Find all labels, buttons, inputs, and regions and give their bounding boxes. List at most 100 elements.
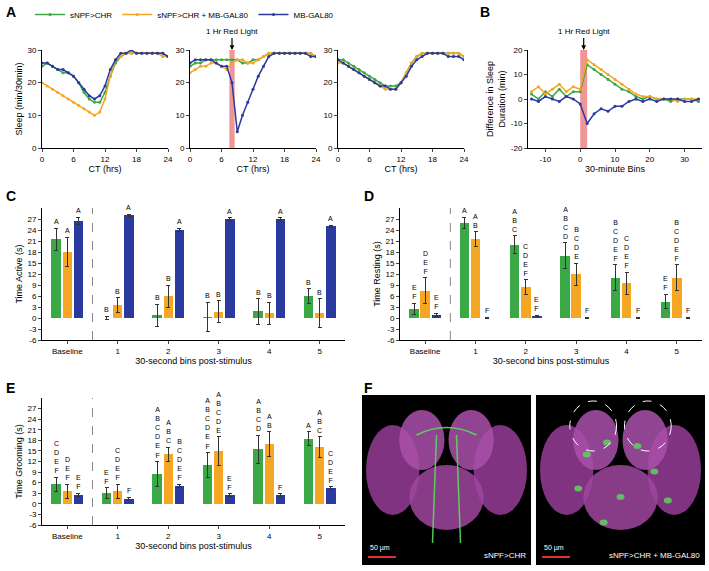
svg-text:0: 0 bbox=[188, 155, 193, 164]
svg-text:1: 1 bbox=[116, 532, 121, 541]
svg-text:24: 24 bbox=[460, 155, 469, 164]
svg-text:5: 5 bbox=[318, 347, 323, 356]
svg-text:B: B bbox=[205, 292, 210, 299]
svg-text:10: 10 bbox=[611, 155, 620, 164]
svg-text:EF: EF bbox=[663, 275, 668, 291]
svg-text:BCDEF: BCDEF bbox=[674, 219, 679, 262]
svg-text:A: A bbox=[76, 207, 81, 214]
svg-text:1 Hr Red Light: 1 Hr Red Light bbox=[558, 27, 610, 36]
svg-text:0: 0 bbox=[518, 95, 523, 104]
svg-text:1: 1 bbox=[473, 347, 478, 356]
svg-text:DEF: DEF bbox=[65, 456, 70, 481]
svg-text:4: 4 bbox=[267, 532, 272, 541]
svg-text:B: B bbox=[216, 291, 221, 298]
svg-text:18: 18 bbox=[132, 155, 141, 164]
svg-text:21: 21 bbox=[27, 426, 36, 435]
svg-text:-6: -6 bbox=[29, 521, 37, 530]
svg-text:6: 6 bbox=[71, 155, 76, 164]
svg-text:6: 6 bbox=[367, 155, 372, 164]
svg-text:0: 0 bbox=[390, 314, 395, 323]
svg-text:12: 12 bbox=[101, 155, 110, 164]
svg-text:1 Hr Red Light: 1 Hr Red Light bbox=[206, 27, 258, 36]
svg-text:24: 24 bbox=[27, 226, 36, 235]
svg-text:Baseline: Baseline bbox=[52, 532, 83, 541]
svg-text:18: 18 bbox=[27, 436, 36, 445]
svg-text:5: 5 bbox=[318, 532, 323, 541]
svg-text:3: 3 bbox=[217, 347, 222, 356]
svg-text:3: 3 bbox=[390, 303, 395, 312]
svg-text:AB: AB bbox=[267, 413, 272, 429]
svg-text:Sleep (min/30min): Sleep (min/30min) bbox=[14, 62, 24, 135]
svg-text:B: B bbox=[306, 279, 311, 286]
svg-text:10: 10 bbox=[323, 111, 332, 120]
svg-text:-6: -6 bbox=[387, 336, 395, 345]
svg-text:ABC: ABC bbox=[166, 419, 171, 444]
svg-text:15: 15 bbox=[385, 259, 394, 268]
svg-text:6: 6 bbox=[32, 478, 37, 487]
svg-text:18: 18 bbox=[385, 248, 394, 257]
svg-text:EF: EF bbox=[104, 469, 109, 485]
svg-text:A: A bbox=[65, 227, 70, 234]
svg-text:ABC: ABC bbox=[317, 409, 322, 434]
svg-text:Time Grooming (s): Time Grooming (s) bbox=[14, 424, 24, 499]
svg-text:CDEF: CDEF bbox=[328, 450, 333, 484]
svg-text:CDEF: CDEF bbox=[624, 235, 629, 269]
svg-text:20: 20 bbox=[645, 155, 654, 164]
svg-text:20: 20 bbox=[323, 78, 332, 87]
svg-text:0: 0 bbox=[32, 144, 37, 153]
svg-text:3: 3 bbox=[574, 347, 579, 356]
svg-text:9: 9 bbox=[32, 281, 37, 290]
svg-text:CDEF: CDEF bbox=[523, 243, 528, 277]
svg-text:2: 2 bbox=[166, 532, 171, 541]
svg-text:4: 4 bbox=[624, 347, 629, 356]
svg-text:ABCD: ABCD bbox=[563, 206, 568, 240]
svg-text:EF: EF bbox=[434, 294, 439, 310]
svg-text:F: F bbox=[686, 307, 690, 314]
svg-text:A: A bbox=[462, 207, 467, 214]
svg-text:6: 6 bbox=[219, 155, 224, 164]
svg-text:12: 12 bbox=[249, 155, 258, 164]
svg-text:CT (hrs): CT (hrs) bbox=[385, 164, 418, 174]
svg-text:10: 10 bbox=[27, 111, 36, 120]
svg-text:A: A bbox=[6, 4, 16, 20]
svg-text:21: 21 bbox=[27, 237, 36, 246]
svg-text:-20: -20 bbox=[511, 144, 523, 153]
svg-text:BCDEF: BCDEF bbox=[613, 219, 618, 262]
svg-text:30: 30 bbox=[27, 46, 36, 55]
svg-text:24: 24 bbox=[312, 155, 321, 164]
svg-text:50 µm: 50 µm bbox=[544, 544, 564, 552]
svg-text:-3: -3 bbox=[29, 325, 37, 334]
svg-text:A: A bbox=[227, 208, 232, 215]
svg-text:12: 12 bbox=[397, 155, 406, 164]
svg-text:6: 6 bbox=[390, 292, 395, 301]
svg-text:BCDE: BCDE bbox=[574, 226, 579, 260]
svg-text:Time Resting (s): Time Resting (s) bbox=[372, 241, 382, 307]
svg-text:20: 20 bbox=[175, 78, 184, 87]
svg-text:0: 0 bbox=[40, 155, 45, 164]
svg-text:0: 0 bbox=[32, 314, 37, 323]
svg-text:EF: EF bbox=[76, 474, 81, 490]
svg-text:A: A bbox=[126, 204, 131, 211]
svg-text:2: 2 bbox=[524, 347, 529, 356]
svg-text:24: 24 bbox=[385, 226, 394, 235]
svg-text:18: 18 bbox=[428, 155, 437, 164]
svg-text:12: 12 bbox=[27, 457, 36, 466]
svg-text:A: A bbox=[54, 218, 59, 225]
svg-text:A: A bbox=[328, 215, 333, 222]
svg-text:12: 12 bbox=[385, 270, 394, 279]
svg-text:3: 3 bbox=[32, 489, 37, 498]
svg-text:30: 30 bbox=[175, 46, 184, 55]
svg-text:CDEF: CDEF bbox=[115, 447, 120, 481]
svg-text:4: 4 bbox=[267, 347, 272, 356]
svg-text:Difference in SleepDuration (m: Difference in SleepDuration (min) bbox=[485, 61, 507, 137]
svg-text:-6: -6 bbox=[29, 336, 37, 345]
svg-text:-3: -3 bbox=[29, 510, 37, 519]
svg-text:B: B bbox=[317, 289, 322, 296]
svg-text:27: 27 bbox=[27, 404, 36, 413]
svg-text:ABCDE: ABCDE bbox=[216, 391, 221, 434]
svg-text:-10: -10 bbox=[540, 155, 552, 164]
svg-text:15: 15 bbox=[27, 447, 36, 456]
svg-text:AB: AB bbox=[473, 213, 478, 229]
svg-text:B: B bbox=[115, 288, 120, 295]
svg-text:20: 20 bbox=[27, 78, 36, 87]
